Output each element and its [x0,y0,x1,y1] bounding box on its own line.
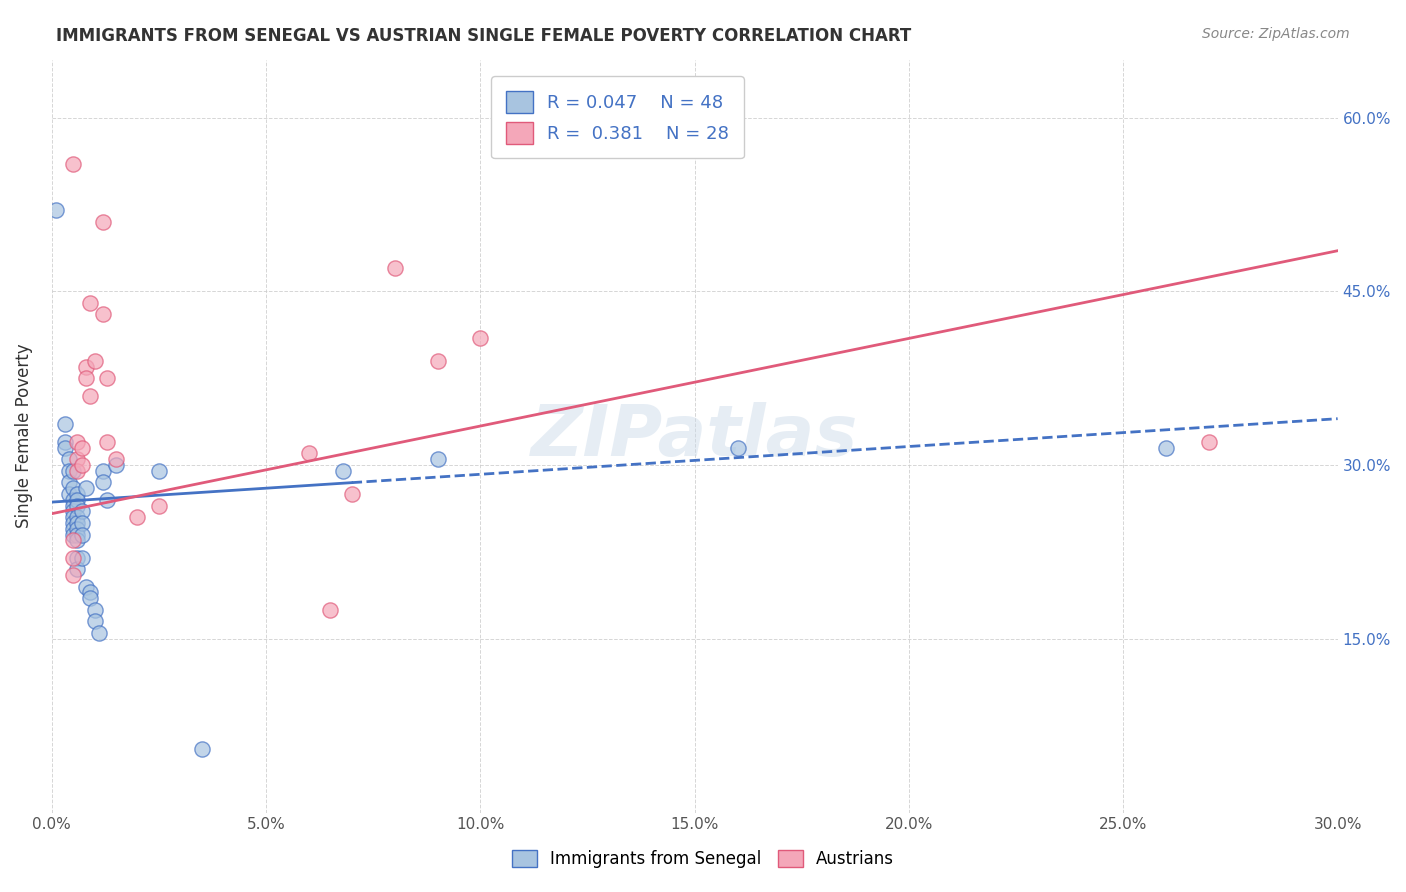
Point [148,464,170,478]
Point [62,527,84,541]
Point [70,504,93,518]
Point [62,510,84,524]
Point [298,446,321,460]
Point [53,441,76,455]
Point [426,353,449,368]
Point [426,452,449,467]
Point [75,359,97,374]
Text: ZIPatlas: ZIPatlas [531,401,859,471]
Point [66,499,89,513]
Point [384,261,406,276]
Point [66,452,89,467]
Point [319,603,342,617]
Point [91,475,114,490]
Point [91,215,114,229]
Y-axis label: Single Female Poverty: Single Female Poverty [15,343,32,528]
Text: Source: ZipAtlas.com: Source: ZipAtlas.com [1202,27,1350,41]
Point [79,296,101,310]
Point [62,499,84,513]
Point [62,492,84,507]
Point [53,434,76,449]
Point [148,499,170,513]
Point [62,157,84,171]
Point [62,550,84,565]
Point [70,441,93,455]
Point [66,550,89,565]
Point [79,591,101,606]
Point [470,330,492,344]
Point [83,353,105,368]
Point [66,487,89,501]
Point [332,464,354,478]
Point [70,527,93,541]
Point [62,522,84,536]
Point [62,504,84,518]
Point [70,550,93,565]
Legend: R = 0.047    N = 48, R =  0.381    N = 28: R = 0.047 N = 48, R = 0.381 N = 28 [491,76,744,158]
Legend: Immigrants from Senegal, Austrians: Immigrants from Senegal, Austrians [505,843,901,875]
Point [58,464,80,478]
Point [91,464,114,478]
Point [66,562,89,576]
Point [79,388,101,402]
Point [66,533,89,548]
Point [96,492,118,507]
Text: IMMIGRANTS FROM SENEGAL VS AUSTRIAN SINGLE FEMALE POVERTY CORRELATION CHART: IMMIGRANTS FROM SENEGAL VS AUSTRIAN SING… [56,27,911,45]
Point [66,464,89,478]
Point [58,475,80,490]
Point [70,458,93,472]
Point [191,741,214,756]
Point [70,516,93,530]
Point [66,527,89,541]
Point [79,585,101,599]
Point [75,580,97,594]
Point [62,568,84,582]
Point [58,487,80,501]
Point [62,533,84,548]
Point [340,487,363,501]
Point [105,452,128,467]
Point [66,510,89,524]
Point [96,434,118,449]
Point [45,203,67,218]
Point [105,458,128,472]
Point [58,452,80,467]
Point [66,516,89,530]
Point [62,481,84,495]
Point [727,441,749,455]
Point [91,308,114,322]
Point [1198,434,1220,449]
Point [75,371,97,385]
Point [96,371,118,385]
Point [83,615,105,629]
Point [127,510,149,524]
Point [53,417,76,432]
Point [62,516,84,530]
Point [66,492,89,507]
Point [1154,441,1177,455]
Point [83,603,105,617]
Point [62,464,84,478]
Point [87,626,110,640]
Point [75,481,97,495]
Point [66,522,89,536]
Point [66,434,89,449]
